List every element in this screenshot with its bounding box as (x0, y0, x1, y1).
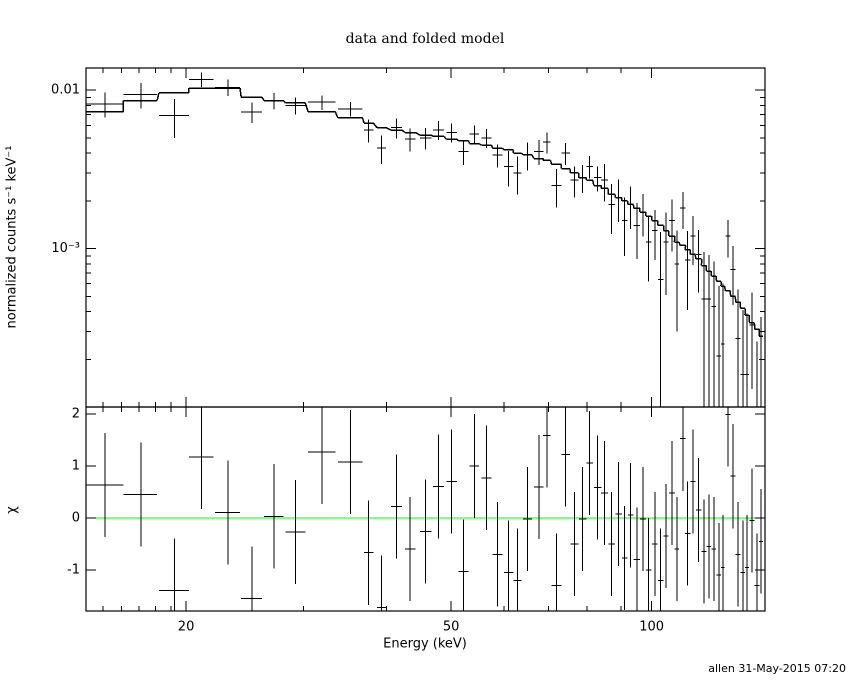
footer: allen 31-May-2015 07:20 (708, 662, 846, 675)
x-tick-label: 20 (178, 620, 195, 635)
model-riser (501, 147, 505, 151)
model-riser (684, 245, 687, 251)
model-riser (430, 134, 434, 138)
model-riser (521, 152, 524, 156)
model-riser (239, 88, 242, 98)
plot-area (86, 72, 764, 407)
model-riser (385, 126, 392, 131)
model-riser (467, 140, 471, 144)
model-riser (478, 142, 482, 146)
model-riser (531, 154, 535, 159)
model-riser (334, 111, 339, 119)
model-riser (156, 92, 160, 101)
model-riser (667, 230, 670, 237)
y-tick-label: -1 (67, 562, 80, 577)
model-riser (549, 160, 553, 165)
plot-frame (85, 67, 766, 408)
model-riser (261, 96, 265, 101)
x-tick-label: 50 (443, 620, 460, 635)
y-axis-label: normalized counts s⁻¹ keV⁻¹ (5, 146, 20, 329)
model-riser (723, 285, 727, 292)
model-riser (592, 180, 595, 186)
model-riser (456, 138, 460, 142)
model-riser (490, 144, 494, 149)
y-tick-label: 2 (72, 406, 80, 421)
y-tick-label: 10⁻³ (51, 241, 80, 256)
x-tick-label: 100 (639, 620, 664, 635)
model-riser (372, 122, 378, 129)
axes: 10⁻³ 0.01 -1 0 1 2 20 50 100 (51, 67, 766, 635)
plot-area (86, 407, 765, 611)
plot-frame (85, 406, 766, 612)
y-tick-label: 0 (72, 510, 80, 525)
model-riser (361, 117, 365, 124)
model-riser (282, 100, 287, 104)
model-riser (401, 129, 406, 134)
model-riser (304, 102, 309, 113)
model-riser (443, 135, 448, 140)
model-riser (673, 235, 676, 243)
y-axis-label: χ (5, 506, 20, 514)
chart-title: data and folded model (346, 31, 505, 47)
y-tick-label: 1 (72, 458, 80, 473)
model-riser (415, 131, 421, 136)
y-tick-label: 0.01 (51, 83, 80, 98)
model-riser (678, 241, 681, 246)
x-axis-label: Energy (keV) (383, 637, 467, 652)
